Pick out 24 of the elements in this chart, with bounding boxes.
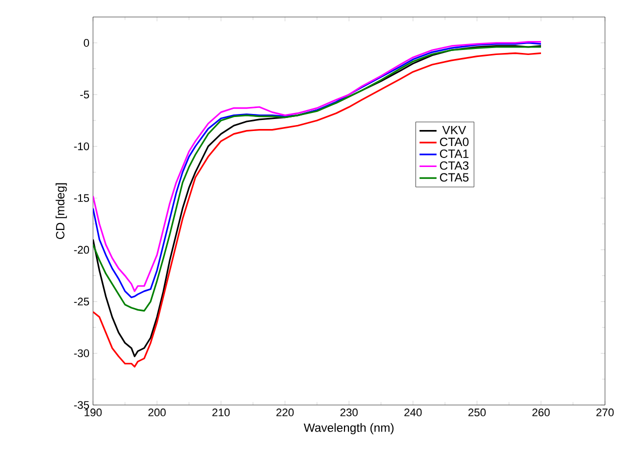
legend-label: CTA5: [440, 173, 469, 182]
x-tick-label: 200: [148, 408, 166, 416]
y-tick-label: -30: [74, 349, 90, 358]
x-tick-label: 230: [340, 408, 358, 416]
x-tick-label: 220: [276, 408, 294, 416]
legend-label: CTA3: [440, 161, 468, 170]
y-tick-label: -25: [74, 298, 90, 306]
y-tick-label: 0: [84, 38, 90, 47]
y-tick-label: -15: [74, 194, 90, 202]
legend-label: CTA0: [440, 138, 469, 146]
y-tick-label: -20: [74, 246, 90, 254]
y-tick-label: -5: [80, 90, 90, 98]
x-axis-title: Wavelength (nm): [304, 423, 394, 434]
x-tick-label: 250: [468, 408, 486, 416]
y-tick-label: -35: [74, 401, 90, 409]
x-tick-label: 190: [84, 408, 102, 416]
legend-label: VKV: [442, 126, 466, 134]
y-axis-title: CD [mdeg]: [56, 183, 67, 239]
legend-label: CTA1: [440, 149, 468, 158]
x-tick-label: 210: [212, 408, 230, 416]
x-tick-label: 240: [404, 408, 422, 416]
x-tick-label: 260: [532, 408, 550, 416]
x-tick-label: 270: [596, 408, 614, 416]
y-tick-label: -10: [74, 142, 90, 150]
